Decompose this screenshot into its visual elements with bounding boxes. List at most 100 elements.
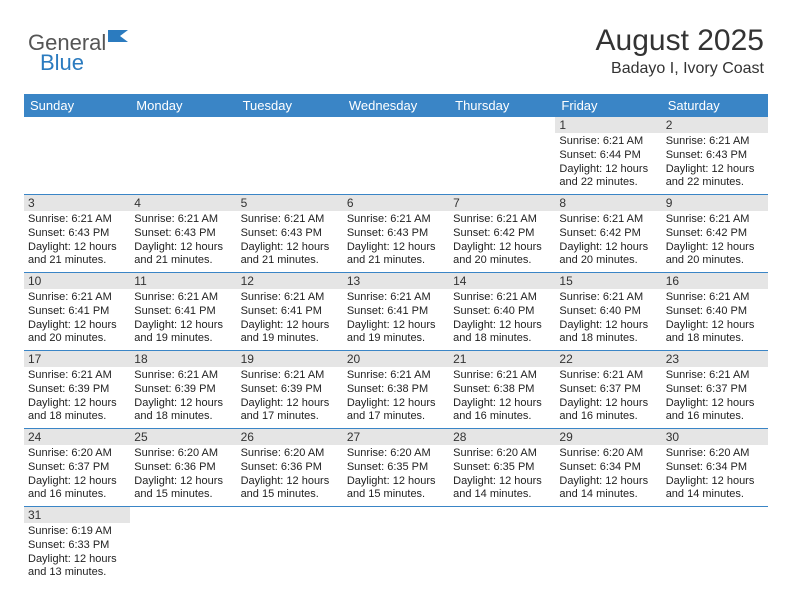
day-info: Sunrise: 6:21 AMSunset: 6:43 PMDaylight:… [28,213,126,268]
calendar-cell: 15Sunrise: 6:21 AMSunset: 6:40 PMDayligh… [555,273,661,351]
calendar-cell [343,507,449,585]
day-cell: 27Sunrise: 6:20 AMSunset: 6:35 PMDayligh… [343,429,449,507]
calendar-cell: 1Sunrise: 6:21 AMSunset: 6:44 PMDaylight… [555,117,661,195]
calendar-cell: 23Sunrise: 6:21 AMSunset: 6:37 PMDayligh… [662,351,768,429]
day-header: Wednesday [343,94,449,117]
day-info: Sunrise: 6:21 AMSunset: 6:43 PMDaylight:… [134,213,232,268]
empty-cell [237,507,343,585]
page-title: August 2025 [596,24,764,58]
day-cell: 3 Sunrise: 6:21 AMSunset: 6:43 PMDaylight… [24,195,130,273]
calendar-cell: 17Sunrise: 6:21 AMSunset: 6:39 PMDayligh… [24,351,130,429]
day-number: 18 [130,351,236,367]
day-info: Sunrise: 6:21 AMSunset: 6:38 PMDaylight:… [453,369,551,424]
day-cell: 19Sunrise: 6:21 AMSunset: 6:39 PMDayligh… [237,351,343,429]
empty-cell [130,117,236,195]
day-number: 12 [237,273,343,289]
calendar-row: 1Sunrise: 6:21 AMSunset: 6:44 PMDaylight… [24,117,768,195]
day-number: 1 [555,117,661,133]
calendar-cell: 28Sunrise: 6:20 AMSunset: 6:35 PMDayligh… [449,429,555,507]
day-cell: 12Sunrise: 6:21 AMSunset: 6:41 PMDayligh… [237,273,343,351]
day-info: Sunrise: 6:19 AMSunset: 6:33 PMDaylight:… [28,525,126,580]
day-number: 7 [449,195,555,211]
day-cell: 31Sunrise: 6:19 AMSunset: 6:33 PMDayligh… [24,507,130,585]
day-info: Sunrise: 6:21 AMSunset: 6:41 PMDaylight:… [28,291,126,346]
day-number: 16 [662,273,768,289]
calendar-cell [24,117,130,195]
calendar-cell: 12Sunrise: 6:21 AMSunset: 6:41 PMDayligh… [237,273,343,351]
day-cell: 2Sunrise: 6:21 AMSunset: 6:43 PMDaylight… [662,117,768,195]
day-cell: 15Sunrise: 6:21 AMSunset: 6:40 PMDayligh… [555,273,661,351]
calendar-cell: 16 Sunrise: 6:21 AMSunset: 6:40 PMDayligh… [662,273,768,351]
day-info: Sunrise: 6:21 AMSunset: 6:39 PMDaylight:… [134,369,232,424]
day-cell: 23Sunrise: 6:21 AMSunset: 6:37 PMDayligh… [662,351,768,429]
calendar-table: SundayMondayTuesdayWednesdayThursdayFrid… [24,94,768,585]
day-cell: 4 Sunrise: 6:21 AMSunset: 6:43 PMDaylight… [130,195,236,273]
day-header: Monday [130,94,236,117]
day-header: Thursday [449,94,555,117]
flag-icon [108,24,130,50]
empty-cell [24,117,130,195]
header: General August 2025 Badayo I, Ivory Coas… [0,0,792,86]
day-header: Sunday [24,94,130,117]
day-info: Sunrise: 6:21 AMSunset: 6:40 PMDaylight:… [666,291,764,346]
day-number: 20 [343,351,449,367]
day-cell: 29Sunrise: 6:20 AMSunset: 6:34 PMDayligh… [555,429,661,507]
calendar-cell: 20 Sunrise: 6:21 AMSunset: 6:38 PMDayligh… [343,351,449,429]
calendar-cell: 24 Sunrise: 6:20 AMSunset: 6:37 PMDayligh… [24,429,130,507]
empty-cell [449,117,555,195]
day-cell: 11Sunrise: 6:21 AMSunset: 6:41 PMDayligh… [130,273,236,351]
calendar-cell [237,507,343,585]
day-number: 6 [343,195,449,211]
calendar-cell: 2Sunrise: 6:21 AMSunset: 6:43 PMDaylight… [662,117,768,195]
day-number: 8 [555,195,661,211]
title-block: August 2025 Badayo I, Ivory Coast [596,24,764,78]
day-cell: 5Sunrise: 6:21 AMSunset: 6:43 PMDaylight… [237,195,343,273]
day-info: Sunrise: 6:21 AMSunset: 6:39 PMDaylight:… [241,369,339,424]
day-number: 5 [237,195,343,211]
day-info: Sunrise: 6:20 AMSunset: 6:34 PMDaylight:… [559,447,657,502]
calendar-cell: 6 Sunrise: 6:21 AMSunset: 6:43 PMDaylight… [343,195,449,273]
calendar-row: 17Sunrise: 6:21 AMSunset: 6:39 PMDayligh… [24,351,768,429]
calendar-cell: 11Sunrise: 6:21 AMSunset: 6:41 PMDayligh… [130,273,236,351]
calendar-cell: 5Sunrise: 6:21 AMSunset: 6:43 PMDaylight… [237,195,343,273]
day-number: 4 [130,195,236,211]
day-info: Sunrise: 6:20 AMSunset: 6:37 PMDaylight:… [28,447,126,502]
day-cell: 26Sunrise: 6:20 AMSunset: 6:36 PMDayligh… [237,429,343,507]
day-info: Sunrise: 6:21 AMSunset: 6:40 PMDaylight:… [559,291,657,346]
day-cell: 16 Sunrise: 6:21 AMSunset: 6:40 PMDayligh… [662,273,768,351]
empty-cell [449,507,555,585]
day-cell: 24 Sunrise: 6:20 AMSunset: 6:37 PMDayligh… [24,429,130,507]
day-info: Sunrise: 6:21 AMSunset: 6:43 PMDaylight:… [347,213,445,268]
day-info: Sunrise: 6:21 AMSunset: 6:37 PMDaylight:… [666,369,764,424]
day-header: Tuesday [237,94,343,117]
calendar-cell: 26Sunrise: 6:20 AMSunset: 6:36 PMDayligh… [237,429,343,507]
day-cell: 9Sunrise: 6:21 AMSunset: 6:42 PMDaylight… [662,195,768,273]
day-number: 30 [662,429,768,445]
day-number: 24 [24,429,130,445]
day-info: Sunrise: 6:21 AMSunset: 6:43 PMDaylight:… [666,135,764,190]
calendar-cell [130,117,236,195]
day-info: Sunrise: 6:21 AMSunset: 6:38 PMDaylight:… [347,369,445,424]
day-info: Sunrise: 6:20 AMSunset: 6:35 PMDaylight:… [347,447,445,502]
day-number: 25 [130,429,236,445]
empty-cell [555,507,661,585]
calendar-cell: 13Sunrise: 6:21 AMSunset: 6:41 PMDayligh… [343,273,449,351]
calendar-cell: 9Sunrise: 6:21 AMSunset: 6:42 PMDaylight… [662,195,768,273]
day-info: Sunrise: 6:20 AMSunset: 6:36 PMDaylight:… [241,447,339,502]
calendar-cell: 21Sunrise: 6:21 AMSunset: 6:38 PMDayligh… [449,351,555,429]
day-cell: 22Sunrise: 6:21 AMSunset: 6:37 PMDayligh… [555,351,661,429]
day-info: Sunrise: 6:20 AMSunset: 6:34 PMDaylight:… [666,447,764,502]
day-number: 28 [449,429,555,445]
day-number: 17 [24,351,130,367]
calendar-cell: 18 Sunrise: 6:21 AMSunset: 6:39 PMDayligh… [130,351,236,429]
day-cell: 13Sunrise: 6:21 AMSunset: 6:41 PMDayligh… [343,273,449,351]
day-info: Sunrise: 6:21 AMSunset: 6:41 PMDaylight:… [347,291,445,346]
day-info: Sunrise: 6:20 AMSunset: 6:36 PMDaylight:… [134,447,232,502]
calendar-cell [130,507,236,585]
day-header: Friday [555,94,661,117]
day-number: 3 [24,195,130,211]
calendar-row: 3Sunrise: 6:21 AMSunset: 6:43 PMDaylight… [24,195,768,273]
day-cell: 25 Sunrise: 6:20 AMSunset: 6:36 PMDayligh… [130,429,236,507]
empty-cell [343,507,449,585]
day-header: Saturday [662,94,768,117]
